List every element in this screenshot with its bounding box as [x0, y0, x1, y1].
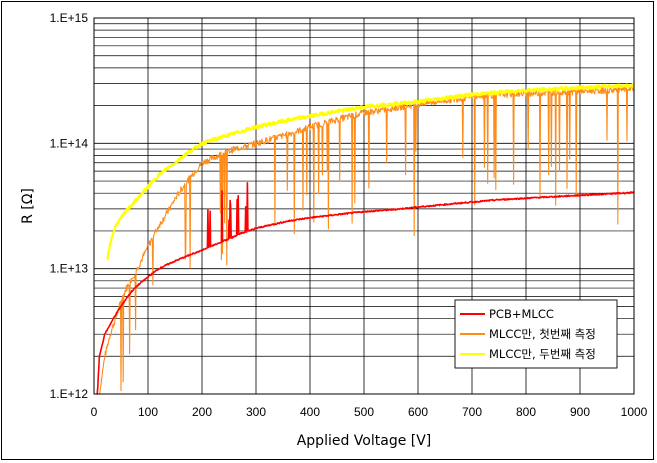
- legend: PCB+MLCC MLCC만, 첫번째 측정 MLCC만, 두번째 측정: [454, 299, 618, 369]
- x-tick-label: 300: [246, 405, 266, 419]
- y-tick-label: 1.E+12: [50, 387, 89, 401]
- x-tick-label: 500: [354, 405, 374, 419]
- series-line: [106, 82, 636, 261]
- series-line: [98, 85, 635, 395]
- legend-label: MLCC만, 두번째 측정: [489, 347, 596, 361]
- y-tick-label: 1.E+15: [50, 11, 89, 25]
- x-axis-label: Applied Voltage [V]: [297, 433, 432, 449]
- y-tick-label: 1.E+14: [50, 136, 89, 150]
- y-tick-label: 1.E+13: [50, 262, 89, 276]
- x-tick-label: 1000: [621, 405, 648, 419]
- series-line: [96, 182, 635, 395]
- plot-series: [96, 82, 636, 395]
- x-tick-label: 800: [516, 405, 536, 419]
- legend-label: PCB+MLCC: [489, 307, 554, 321]
- plot-area: [93, 17, 635, 395]
- x-tick-label: 200: [192, 405, 212, 419]
- y-axis-label: R [Ω]: [20, 188, 36, 224]
- x-tick-label: 400: [300, 405, 320, 419]
- x-tick-labels: 0 100 200 300 400 500 600 700 800 900 1000: [91, 405, 648, 419]
- x-tick-label: 0: [91, 405, 98, 419]
- y-tick-labels: 1.E+12 1.E+13 1.E+14 1.E+15: [50, 11, 89, 401]
- x-tick-label: 100: [138, 405, 158, 419]
- x-tick-label: 700: [462, 405, 482, 419]
- legend-label: MLCC만, 첫번째 측정: [489, 327, 596, 341]
- x-tick-label: 600: [408, 405, 428, 419]
- x-tick-label: 900: [570, 405, 590, 419]
